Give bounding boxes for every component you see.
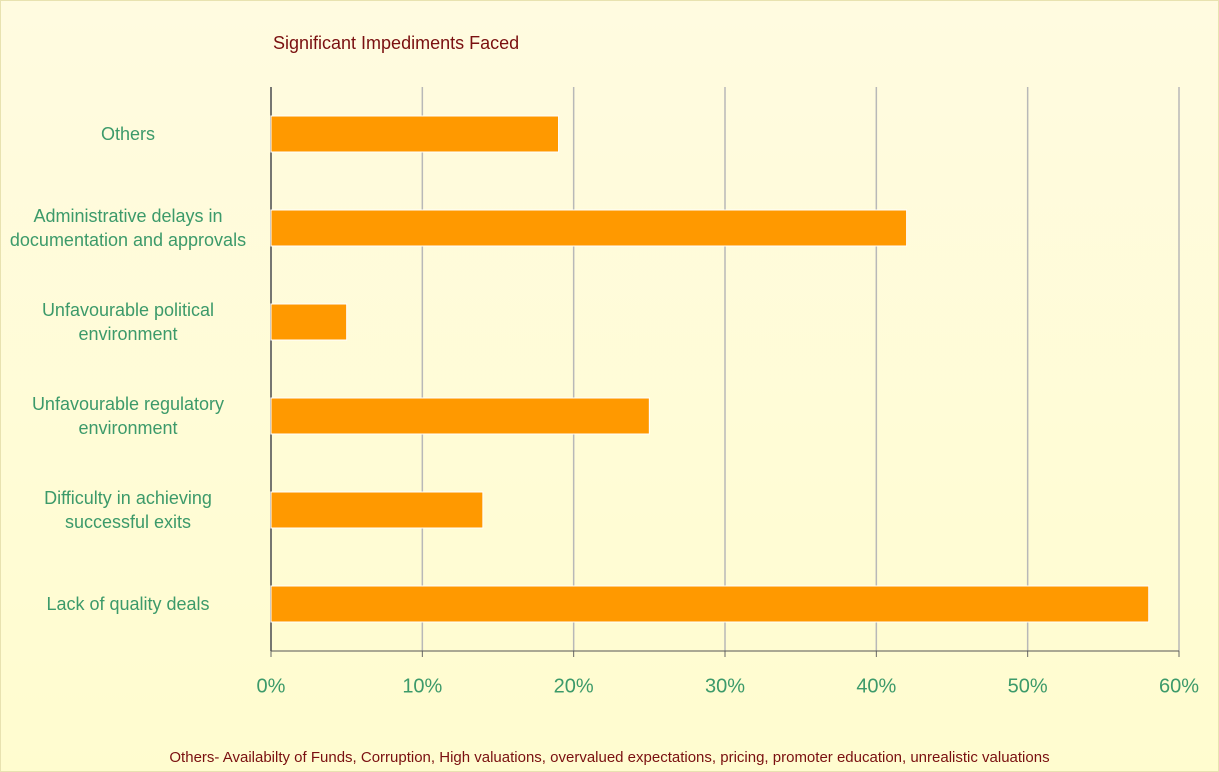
bar: [270, 209, 908, 247]
x-tick-label: 0%: [257, 675, 286, 697]
footnote: Others- Availabilty of Funds, Corruption…: [169, 749, 1050, 766]
bar: [270, 115, 560, 153]
x-tick-label: 60%: [1159, 675, 1199, 697]
y-tick-label: Difficulty in achieving successful exits: [44, 488, 212, 532]
y-tick-label: Lack of quality deals: [46, 594, 210, 614]
y-tick-label: Unfavourable regulatory environment: [31, 394, 225, 438]
chart-title: Significant Impediments Faced: [273, 33, 520, 53]
x-tick-label: 40%: [856, 675, 896, 697]
x-tick-label: 10%: [402, 675, 442, 697]
y-tick-label: Unfavourable political environment: [41, 300, 215, 344]
y-tick-label: Administrative delays in documentation a…: [9, 206, 247, 250]
x-tick-label: 30%: [705, 675, 745, 697]
y-tick-label: Others: [100, 124, 156, 144]
x-tick-label: 50%: [1008, 675, 1048, 697]
bar: [270, 491, 484, 529]
bar: [270, 397, 650, 435]
bar: [270, 585, 1150, 623]
x-tick-label: 20%: [554, 675, 594, 697]
bar: [270, 303, 348, 341]
